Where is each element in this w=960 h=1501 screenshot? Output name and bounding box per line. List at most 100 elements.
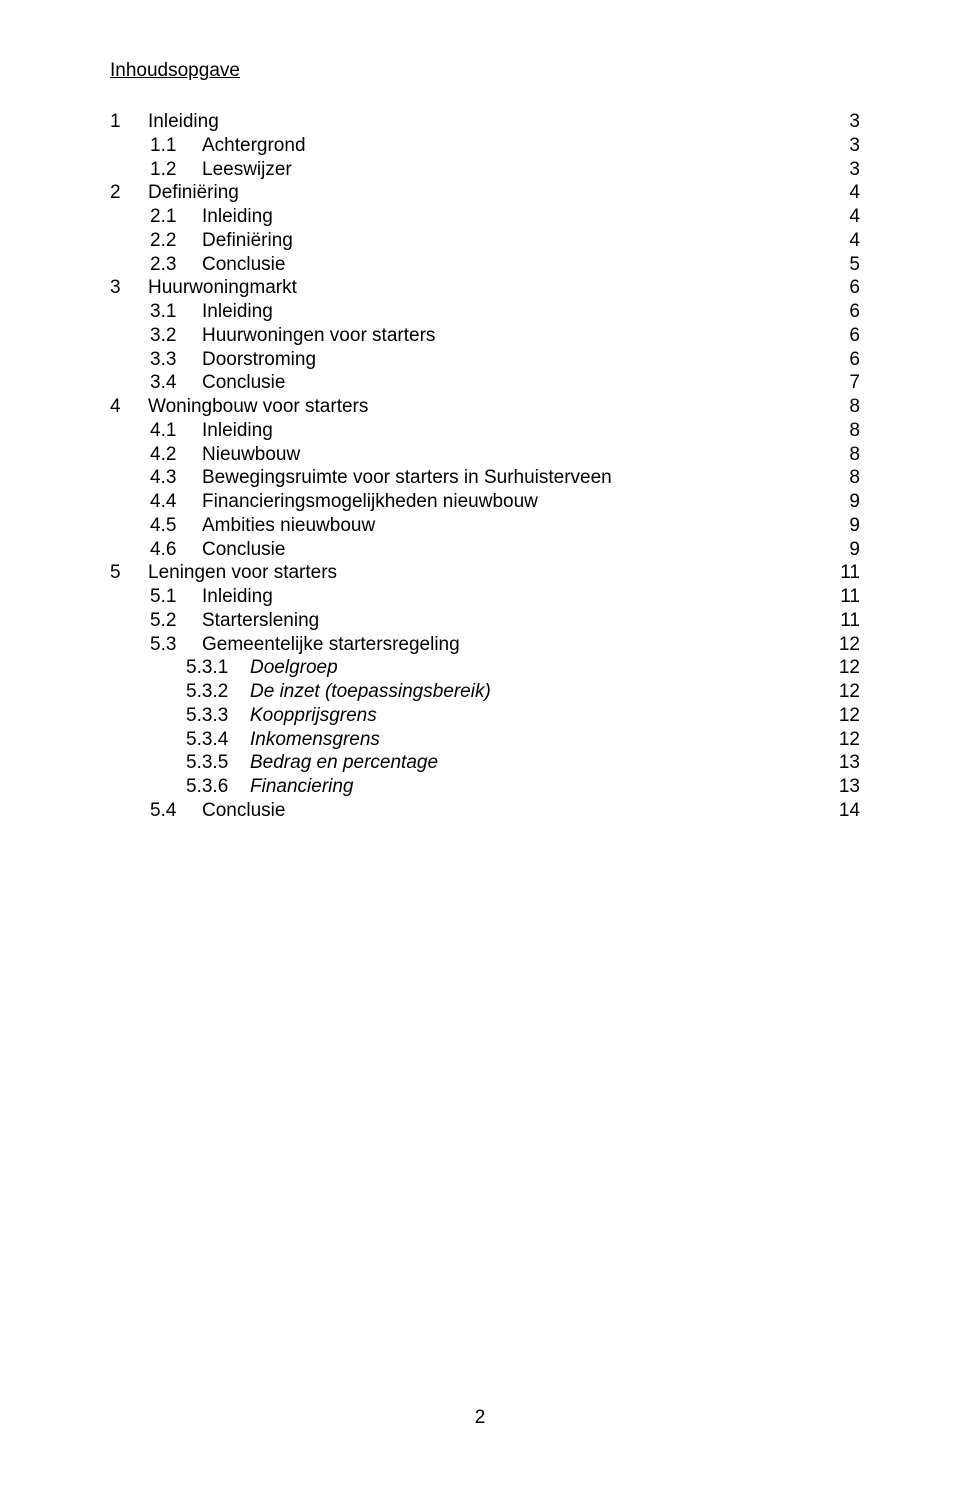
toc-list: 1Inleiding31.1Achtergrond31.2Leeswijzer3…: [110, 110, 860, 823]
toc-row: 2.3Conclusie 5: [110, 253, 860, 277]
toc-number: 1.1: [150, 134, 202, 158]
toc-label: Bedrag en percentage: [250, 751, 438, 775]
page: Inhoudsopgave 1Inleiding31.1Achtergrond3…: [0, 0, 960, 1501]
toc-row: 4.3Bewegingsruimte voor starters in Surh…: [110, 466, 860, 490]
toc-number: 3.3: [150, 348, 202, 372]
toc-page: 7: [834, 371, 860, 395]
toc-row: 5Leningen voor starters11: [110, 561, 860, 585]
toc-row: 5.3.4Inkomensgrens12: [110, 728, 860, 752]
toc-row: 3.3Doorstroming6: [110, 348, 860, 372]
toc-row: 1Inleiding3: [110, 110, 860, 134]
toc-page: 13: [834, 775, 860, 799]
toc-label: Leeswijzer: [202, 158, 292, 182]
toc-page: 4: [834, 181, 860, 205]
toc-row: 2Definiëring4: [110, 181, 860, 205]
toc-row: 4.6Conclusie9: [110, 538, 860, 562]
toc-page: 8: [834, 395, 860, 419]
toc-label: Woningbouw voor starters: [148, 395, 368, 419]
toc-page: 11: [834, 561, 860, 585]
toc-row: 3.1Inleiding6: [110, 300, 860, 324]
toc-label: Financieringsmogelijkheden nieuwbouw: [202, 490, 538, 514]
toc-page: 8: [834, 466, 860, 490]
toc-label: De inzet (toepassingsbereik): [250, 680, 491, 704]
toc-number: 5.3.5: [186, 751, 250, 775]
toc-page: 3: [834, 158, 860, 182]
toc-row: 3.4Conclusie 7: [110, 371, 860, 395]
toc-page: 11: [834, 585, 860, 609]
toc-page: 6: [834, 324, 860, 348]
toc-label: Inleiding: [148, 110, 219, 134]
toc-title: Inhoudsopgave: [110, 60, 860, 82]
toc-number: 4.5: [150, 514, 202, 538]
toc-page: 12: [834, 633, 860, 657]
toc-page: 9: [834, 490, 860, 514]
toc-row: 5.3Gemeentelijke startersregeling 12: [110, 633, 860, 657]
toc-page: 12: [834, 656, 860, 680]
toc-label: Inleiding: [202, 300, 273, 324]
toc-label: Inleiding: [202, 419, 273, 443]
toc-page: 8: [834, 419, 860, 443]
toc-number: 5.3.1: [186, 656, 250, 680]
toc-number: 2.3: [150, 253, 202, 277]
toc-row: 1.2Leeswijzer 3: [110, 158, 860, 182]
toc-page: 12: [834, 680, 860, 704]
toc-page: 3: [834, 134, 860, 158]
toc-row: 3Huurwoningmarkt6: [110, 276, 860, 300]
toc-label: Conclusie: [202, 799, 285, 823]
toc-label: Doelgroep: [250, 656, 338, 680]
toc-label: Bewegingsruimte voor starters in Surhuis…: [202, 466, 612, 490]
toc-row: 4.2Nieuwbouw8: [110, 443, 860, 467]
toc-label: Inkomensgrens: [250, 728, 380, 752]
toc-row: 5.3.2De inzet (toepassingsbereik) 12: [110, 680, 860, 704]
toc-page: 11: [834, 609, 860, 633]
toc-page: 9: [834, 538, 860, 562]
toc-label: Definiëring: [202, 229, 293, 253]
toc-number: 4.3: [150, 466, 202, 490]
toc-number: 5.3.6: [186, 775, 250, 799]
toc-number: 5: [110, 561, 148, 585]
toc-label: Financiering: [250, 775, 354, 799]
toc-number: 2.1: [150, 205, 202, 229]
toc-row: 2.2Definiëring4: [110, 229, 860, 253]
toc-number: 3.4: [150, 371, 202, 395]
toc-number: 1.2: [150, 158, 202, 182]
toc-label: Koopprijsgrens: [250, 704, 377, 728]
toc-page: 6: [834, 300, 860, 324]
toc-label: Inleiding: [202, 205, 273, 229]
toc-label: Conclusie: [202, 538, 285, 562]
toc-label: Inleiding: [202, 585, 273, 609]
toc-page: 6: [834, 276, 860, 300]
toc-label: Gemeentelijke startersregeling: [202, 633, 460, 657]
toc-row: 5.3.3Koopprijsgrens12: [110, 704, 860, 728]
toc-number: 4.1: [150, 419, 202, 443]
toc-label: Ambities nieuwbouw: [202, 514, 375, 538]
toc-number: 5.3: [150, 633, 202, 657]
toc-label: Starterslening: [202, 609, 319, 633]
toc-number: 5.1: [150, 585, 202, 609]
toc-number: 3.2: [150, 324, 202, 348]
toc-row: 5.4Conclusie14: [110, 799, 860, 823]
toc-label: Huurwoningmarkt: [148, 276, 297, 300]
toc-label: Nieuwbouw: [202, 443, 300, 467]
toc-page: 5: [834, 253, 860, 277]
toc-number: 5.3.2: [186, 680, 250, 704]
toc-row: 5.1Inleiding 11: [110, 585, 860, 609]
toc-row: 4.1Inleiding 8: [110, 419, 860, 443]
toc-number: 4.4: [150, 490, 202, 514]
toc-label: Achtergrond: [202, 134, 306, 158]
toc-number: 5.2: [150, 609, 202, 633]
toc-page: 13: [834, 751, 860, 775]
toc-row: 5.3.6Financiering 13: [110, 775, 860, 799]
toc-page: 4: [834, 229, 860, 253]
toc-label: Conclusie: [202, 253, 285, 277]
toc-row: 5.2Starterslening 11: [110, 609, 860, 633]
toc-label: Conclusie: [202, 371, 285, 395]
toc-row: 5.3.5Bedrag en percentage 13: [110, 751, 860, 775]
toc-page: 9: [834, 514, 860, 538]
toc-number: 5.3.4: [186, 728, 250, 752]
toc-number: 1: [110, 110, 148, 134]
toc-row: 1.1Achtergrond 3: [110, 134, 860, 158]
toc-number: 4: [110, 395, 148, 419]
toc-page: 8: [834, 443, 860, 467]
toc-page: 6: [834, 348, 860, 372]
